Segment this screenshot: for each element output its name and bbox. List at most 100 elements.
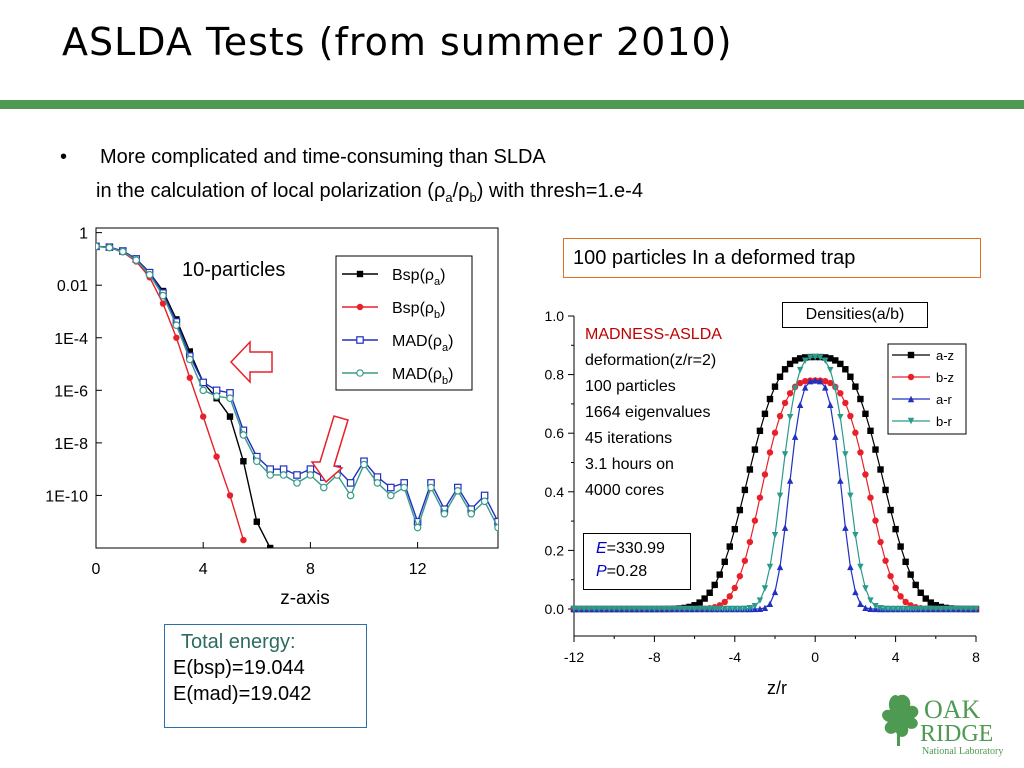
chart2-ytick-label: 0.2 — [545, 542, 565, 558]
oak-ridge-logo: OAK RIDGE National Laboratory — [882, 694, 1003, 757]
chart2-series-point — [852, 383, 859, 390]
chart2-series-point — [756, 597, 764, 604]
logo-oak: OAK — [924, 695, 981, 724]
chart2-series-point — [595, 605, 603, 613]
chart2-series-point — [867, 494, 874, 501]
chart2-series-point — [761, 471, 769, 478]
chart2-series-point — [796, 401, 804, 408]
chart2-series-point — [842, 366, 849, 373]
chart2-series-point — [600, 605, 608, 613]
chart2-series-point — [756, 427, 764, 435]
chart2-series-point — [937, 605, 945, 613]
chart2-series-point — [842, 451, 849, 458]
chart1-series-point — [145, 270, 154, 279]
chart2-series-point — [917, 605, 924, 613]
energy-p-value: =0.28 — [606, 563, 648, 580]
total-energy-box: Total energy: E(bsp)=19.044 E(mad)=19.04… — [164, 624, 367, 728]
chart2-series-point — [791, 433, 799, 440]
chart2-series-point — [907, 571, 914, 578]
chart2-series-point — [746, 538, 754, 546]
chart2-series-point — [796, 355, 804, 362]
chart2-series-point — [882, 605, 889, 613]
chart1-group: 0 4 8 12 1 0.01 1E-4 1E-6 1E-8 1E-10 z-axis 10-part… — [45, 226, 499, 609]
chart1-series-point — [373, 479, 382, 487]
chart1-legend-marker — [356, 270, 364, 278]
chart2-series-point — [741, 605, 749, 613]
chart2-series-point — [972, 605, 980, 613]
chart2-series-point — [806, 378, 814, 385]
chart2-series-point — [942, 605, 950, 613]
chart2-series-point — [771, 531, 779, 539]
chart2-series-point — [812, 377, 819, 384]
chart1-series-point — [279, 471, 288, 479]
chart2-series-point — [947, 605, 955, 613]
chart2-series-point — [902, 598, 909, 606]
chart2-series-point — [701, 605, 708, 613]
bullet-text: More complicated and time-consuming than… — [100, 146, 546, 168]
chart2-series-point — [862, 604, 869, 612]
chart2-ytick-label: 1.0 — [545, 308, 565, 324]
densities-title: Densities(a/b) — [782, 302, 928, 328]
chart2-series-point — [932, 602, 939, 609]
chart2-series-point — [872, 517, 879, 524]
chart2-series-point — [646, 605, 653, 613]
chart1-series-point — [159, 291, 167, 300]
chart2-series-point — [902, 605, 909, 613]
chart2-series-point — [887, 605, 894, 613]
chart1-legend-label: MAD(ρb) — [392, 366, 453, 387]
chart2-series-point — [771, 383, 779, 390]
chart2-series-point — [746, 466, 754, 473]
chart2-series-point — [751, 602, 759, 610]
chart1-xtick-label: 0 — [92, 561, 101, 578]
chart2-series-point — [837, 390, 844, 397]
chart2-series-point — [726, 543, 733, 550]
chart2-series-point — [751, 446, 759, 453]
chart2-series-point — [631, 605, 638, 613]
chart2-series-point — [852, 588, 859, 596]
chart1-ytick-label: 1E-4 — [54, 331, 88, 348]
energy-p-line: P=0.28 — [596, 560, 690, 583]
deformed-trap-box: 100 particles In a deformed trap — [563, 238, 981, 278]
chart1-xtick-label: 8 — [306, 561, 315, 578]
chart2-series-point — [751, 517, 759, 524]
chart2-series-point — [696, 605, 703, 613]
chart1-series-point — [239, 431, 248, 439]
chart2-series-point — [676, 605, 683, 613]
chart2-series-point — [837, 477, 844, 484]
chart2-series-point — [847, 492, 854, 500]
chart1-legend-marker — [356, 369, 364, 377]
chart1-xtick-label: 4 — [199, 561, 208, 578]
chart2-series-point — [897, 593, 904, 600]
chart1-series-point — [252, 457, 261, 466]
chart2-series-point — [852, 531, 859, 539]
chart1-series-point — [240, 458, 247, 465]
chart2-legend-marker — [907, 395, 915, 403]
chart1-series-point — [96, 242, 100, 251]
chart2-series-point — [711, 581, 718, 589]
chart2-series-point — [575, 605, 583, 613]
chart1-series-point — [186, 348, 193, 355]
madness-line-6: 4000 cores — [585, 482, 665, 499]
chart2-series-point — [656, 605, 663, 613]
chart1-series-4 — [96, 242, 498, 532]
chart2-series-point — [766, 395, 774, 403]
chart2-series-point — [847, 563, 854, 571]
chart2-xlabel: z/r — [767, 678, 787, 698]
chart2-series-point — [902, 558, 909, 566]
madness-lines: deformation(z/r=2) 100 particles 1664 eige… — [585, 348, 722, 504]
chart1-series-point — [413, 523, 422, 532]
madness-line-4: 45 iterations — [585, 430, 673, 447]
madness-line-5: 3.1 hours on — [585, 456, 674, 473]
chart2-series-point — [701, 595, 708, 602]
logo-natlab: National Laboratory — [922, 746, 1003, 757]
chart2-series-point — [892, 525, 899, 533]
chart2-series-point — [706, 605, 713, 613]
chart2-group: 0.0 0.2 0.4 0.6 0.8 1.0 -12 -8 -4 0 4 8 z/r a-z b-z a-r… — [545, 308, 981, 698]
chart2-series-point — [786, 360, 794, 368]
chart2-series-point — [570, 605, 578, 613]
chart2-legend-marker — [907, 373, 915, 381]
chart2-series-point — [927, 599, 934, 606]
chart2-series-point — [691, 605, 698, 613]
chart2-series-point — [932, 605, 939, 613]
chart2-ytick-label: 0.4 — [545, 484, 565, 500]
